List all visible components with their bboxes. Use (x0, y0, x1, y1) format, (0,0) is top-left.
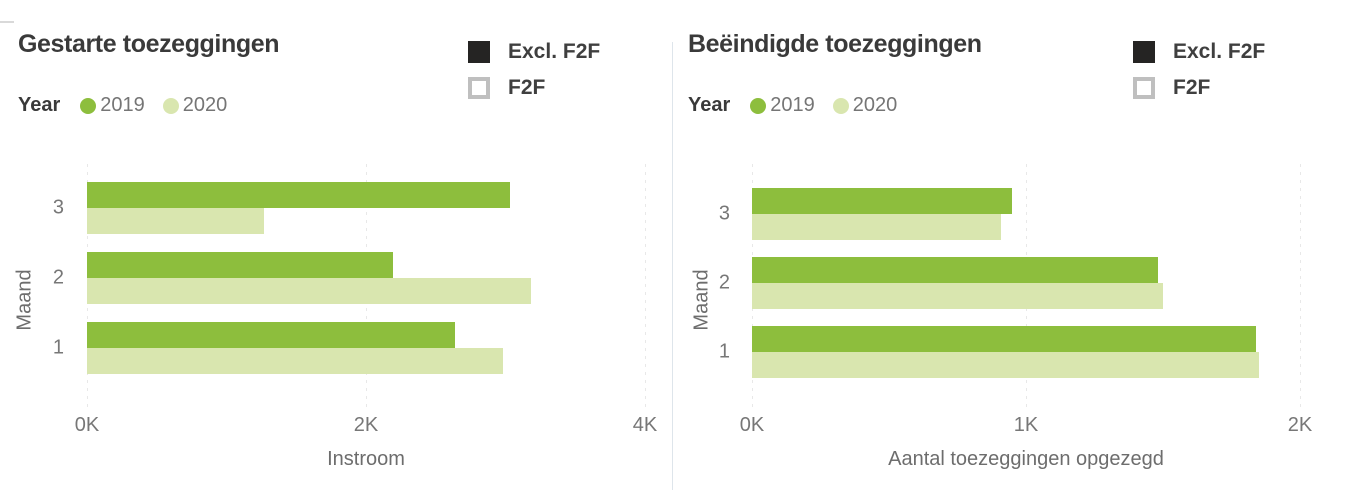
bar-maand-3-2020[interactable] (87, 208, 264, 234)
y-tick-label: 1 (718, 340, 730, 363)
legend-item-f2f[interactable]: F2F (468, 76, 600, 100)
bar-maand-3-2019[interactable] (752, 188, 1012, 214)
bar-maand-2-2020[interactable] (752, 283, 1163, 309)
chart-beeindigde-toezeggingen: Beëindigde toezeggingen Year 2019 2020 E… (672, 0, 1356, 502)
chart-gestarte-toezeggingen: Gestarte toezeggingen Year 2019 2020 Exc… (0, 0, 672, 502)
legend-item-label: F2F (508, 76, 546, 99)
x-tick-label: 4K (632, 414, 658, 436)
legend-item-label: F2F (1173, 76, 1211, 99)
y-tick-label: 3 (52, 196, 64, 219)
bar-maand-1-2019[interactable] (752, 326, 1256, 352)
x-axis-title: Instroom (327, 448, 405, 470)
legend-item-label: 2020 (182, 94, 228, 116)
legend-item-excl-f2f[interactable]: Excl. F2F (1133, 40, 1265, 64)
f2f-legend: Excl. F2F F2F (1133, 40, 1265, 112)
chart-title: Gestarte toezeggingen (18, 30, 280, 58)
outline-square-icon (1133, 77, 1155, 99)
bar-maand-3-2020[interactable] (752, 214, 1001, 240)
legend-dot-2019-icon (80, 97, 97, 114)
plot-area (87, 164, 646, 411)
bar-maand-2-2019[interactable] (87, 252, 393, 278)
legend-item-label: 2019 (100, 94, 145, 116)
x-axis-title: Aantal toezeggingen opgezegd (888, 448, 1164, 470)
legend-item-f2f[interactable]: F2F (1133, 76, 1265, 100)
legend-dot-2020-icon (832, 97, 849, 114)
legend-item-label: 2020 (852, 94, 898, 116)
legend-item-label: Excl. F2F (508, 40, 601, 63)
legend-item-excl-f2f[interactable]: Excl. F2F (468, 40, 600, 64)
y-tick-label: 2 (52, 266, 64, 289)
bar-maand-2-2020[interactable] (87, 278, 531, 304)
visual-divider (672, 42, 673, 490)
legend-item-2020[interactable]: 2020 (832, 94, 898, 117)
y-tick-label: 2 (718, 271, 730, 294)
y-tick-label: 3 (718, 202, 730, 225)
solid-square-icon (1133, 41, 1155, 63)
x-tick-label: 2K (353, 414, 379, 436)
legend-dot-2020-icon (162, 97, 179, 114)
x-tick-label: 2K (1287, 414, 1313, 436)
year-legend-label: Year (18, 94, 61, 116)
y-tick-label: 1 (52, 336, 64, 359)
plot-area (752, 164, 1301, 411)
legend-item-label: 2019 (770, 94, 815, 116)
bar-maand-3-2019[interactable] (87, 182, 510, 208)
bar-maand-1-2020[interactable] (752, 352, 1259, 378)
solid-square-icon (468, 41, 490, 63)
year-legend: Year 2019 2020 (18, 94, 245, 117)
f2f-legend: Excl. F2F F2F (468, 40, 600, 112)
legend-dot-2019-icon (750, 97, 767, 114)
year-legend-label: Year (688, 94, 731, 116)
legend-item-2019[interactable]: 2019 (80, 94, 145, 117)
outline-square-icon (468, 77, 490, 99)
bar-maand-2-2019[interactable] (752, 257, 1158, 283)
legend-item-label: Excl. F2F (1173, 40, 1266, 63)
chart-title: Beëindigde toezeggingen (688, 30, 982, 58)
legend-item-2019[interactable]: 2019 (750, 94, 815, 117)
bar-maand-1-2019[interactable] (87, 322, 455, 348)
page-edge-artifact (0, 21, 14, 23)
x-tick-label: 0K (739, 414, 765, 436)
year-legend: Year 2019 2020 (688, 94, 915, 117)
bar-maand-1-2020[interactable] (87, 348, 503, 374)
gridline (1300, 164, 1301, 411)
gridline (645, 164, 646, 411)
x-tick-label: 1K (1013, 414, 1039, 436)
x-tick-label: 0K (74, 414, 100, 436)
legend-item-2020[interactable]: 2020 (162, 94, 228, 117)
